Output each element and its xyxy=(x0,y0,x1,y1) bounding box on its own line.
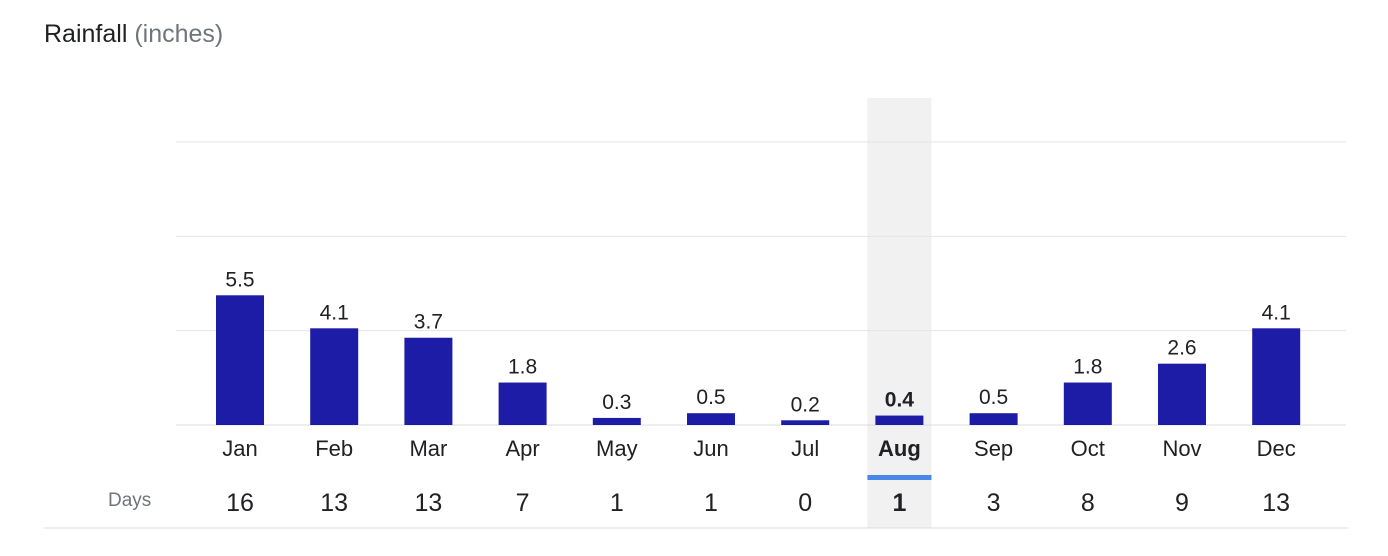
month-label-aug[interactable]: Aug xyxy=(878,436,921,461)
bar-oct[interactable] xyxy=(1063,382,1112,425)
value-label-jan: 5.5 xyxy=(225,268,254,291)
days-value-jul: 0 xyxy=(798,489,812,517)
days-value-nov: 9 xyxy=(1175,489,1189,517)
value-label-nov: 2.6 xyxy=(1167,337,1196,360)
bar-jul[interactable] xyxy=(781,420,830,425)
bar-mar[interactable] xyxy=(404,337,453,425)
bar-feb[interactable] xyxy=(310,328,359,425)
month-label-oct[interactable]: Oct xyxy=(1071,436,1105,461)
days-value-apr: 7 xyxy=(516,489,530,517)
value-label-feb: 4.1 xyxy=(320,301,349,324)
value-label-may: 0.3 xyxy=(602,391,631,414)
value-label-mar: 3.7 xyxy=(414,311,443,334)
month-label-dec[interactable]: Dec xyxy=(1257,436,1296,461)
value-label-sep: 0.5 xyxy=(979,386,1008,409)
value-label-jul: 0.2 xyxy=(791,393,820,416)
month-labels: Jan Feb Mar Apr May Jun Jul Aug Sep Oct Nov Dec xyxy=(222,436,1296,461)
day-values: 16 13 13 7 1 1 0 1 3 8 9 13 xyxy=(226,489,1290,517)
bars xyxy=(216,295,1301,425)
chart-title-unit: (inches) xyxy=(134,20,224,48)
days-value-aug: 1 xyxy=(892,489,906,517)
selected-month-underline xyxy=(867,475,932,480)
days-row-label: Days xyxy=(108,490,151,511)
days-value-jun: 1 xyxy=(704,489,718,517)
value-label-apr: 1.8 xyxy=(508,356,537,379)
value-labels: 5.5 4.1 3.7 1.8 0.3 0.5 0.2 0.4 0.5 1.8 2.6 4.1 xyxy=(225,268,1290,416)
days-value-sep: 3 xyxy=(987,489,1001,517)
bar-sep[interactable] xyxy=(969,413,1018,425)
days-value-jan: 16 xyxy=(226,489,254,517)
bar-nov[interactable] xyxy=(1158,363,1206,425)
chart-title-main: Rainfall xyxy=(44,20,128,48)
selected-month-band xyxy=(867,98,932,528)
days-value-dec: 13 xyxy=(1262,489,1290,517)
bar-aug[interactable] xyxy=(875,415,924,425)
month-label-may[interactable]: May xyxy=(596,436,638,461)
month-label-jul[interactable]: Jul xyxy=(791,436,819,461)
days-value-mar: 13 xyxy=(414,489,442,517)
value-label-aug: 0.4 xyxy=(885,389,915,412)
month-label-sep[interactable]: Sep xyxy=(974,436,1013,461)
bar-dec[interactable] xyxy=(1252,328,1301,425)
month-label-jan[interactable]: Jan xyxy=(222,436,257,461)
bar-jan[interactable] xyxy=(216,295,264,425)
days-value-oct: 8 xyxy=(1081,489,1095,517)
days-value-may: 1 xyxy=(610,489,624,517)
bar-may[interactable] xyxy=(592,417,641,425)
month-label-jun[interactable]: Jun xyxy=(693,436,728,461)
value-label-oct: 1.8 xyxy=(1073,356,1102,379)
bar-apr[interactable] xyxy=(498,382,547,425)
value-label-jun: 0.5 xyxy=(696,386,725,409)
month-label-feb[interactable]: Feb xyxy=(315,436,353,461)
days-value-feb: 13 xyxy=(320,489,348,517)
month-label-nov[interactable]: Nov xyxy=(1162,436,1201,461)
gridlines xyxy=(176,141,1346,426)
value-label-dec: 4.1 xyxy=(1262,301,1291,324)
chart-title: Rainfall (inches) xyxy=(44,20,223,49)
month-label-apr[interactable]: Apr xyxy=(505,436,539,461)
month-label-mar[interactable]: Mar xyxy=(409,436,447,461)
bar-jun[interactable] xyxy=(687,413,735,425)
